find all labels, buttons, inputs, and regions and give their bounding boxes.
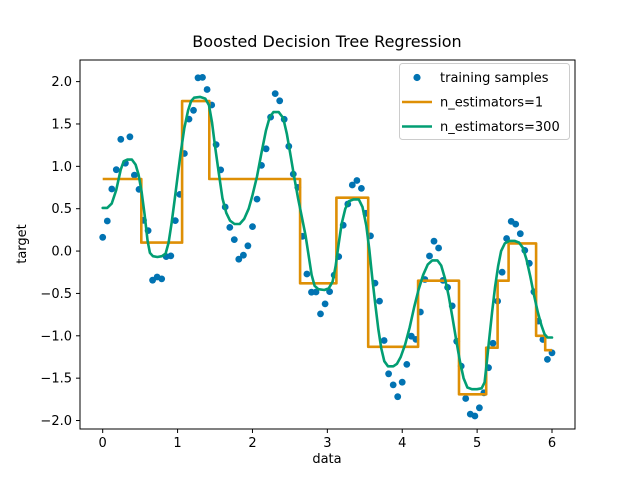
scatter-point xyxy=(516,230,524,238)
scatter-point xyxy=(190,106,197,114)
scatter-point xyxy=(276,97,284,105)
scatter-point xyxy=(108,185,116,193)
y-tick-label: 0.5 xyxy=(51,202,72,217)
x-tick-label: 0 xyxy=(99,436,107,451)
y-tick-label: −1.0 xyxy=(40,329,72,344)
scatter-point xyxy=(544,356,551,363)
scatter-point xyxy=(398,378,406,386)
scatter-point xyxy=(358,185,365,192)
legend-label-n-estimators-1: n_estimators=1 xyxy=(440,96,543,111)
scatter-point xyxy=(317,310,324,318)
scatter-point xyxy=(394,393,402,401)
scatter-point xyxy=(389,381,397,389)
scatter-point xyxy=(348,181,356,189)
y-axis-label: target xyxy=(15,224,30,264)
scatter-point xyxy=(103,217,111,225)
x-tick-label: 4 xyxy=(398,436,406,451)
scatter-point xyxy=(380,337,388,344)
y-tick-label: 0.0 xyxy=(51,245,72,260)
axes-frame xyxy=(79,59,576,430)
scatter-point xyxy=(171,217,179,225)
scatter-point xyxy=(498,268,506,276)
y-tick-label: −2.0 xyxy=(40,414,72,429)
scatter-point xyxy=(167,252,175,260)
y-axis-ticks: 2.0 1.5 1.0 0.5 0.0 −0.5 −1.0 −1.5 −2.0 xyxy=(40,75,80,429)
x-axis-ticks: 0 1 2 3 4 5 6 xyxy=(99,429,556,451)
y-tick-label: −0.5 xyxy=(40,287,72,302)
y-tick-label: −1.5 xyxy=(40,372,72,387)
y-tick-label: 2.0 xyxy=(51,75,72,90)
legend-marker-training-samples xyxy=(413,73,421,82)
scatter-point xyxy=(249,223,256,231)
chart-title: Boosted Decision Tree Regression xyxy=(192,32,461,51)
scatter-point xyxy=(99,233,107,241)
x-tick-label: 3 xyxy=(323,436,331,451)
scatter-point xyxy=(471,412,479,420)
scatter-point xyxy=(226,224,234,231)
scatter-point xyxy=(112,166,120,174)
scatter-point xyxy=(253,195,261,203)
x-tick-label: 5 xyxy=(473,436,481,451)
x-tick-label: 1 xyxy=(173,436,181,451)
legend-label-training-samples: training samples xyxy=(440,71,549,86)
scatter-point xyxy=(353,177,361,184)
scatter-point xyxy=(117,135,125,143)
x-axis-label: data xyxy=(312,452,341,467)
y-tick-label: 1.5 xyxy=(51,117,72,132)
scatter-point xyxy=(312,288,320,296)
scatter-point xyxy=(158,275,166,283)
scatter-point xyxy=(230,236,238,244)
y-tick-label: 1.0 xyxy=(51,160,72,175)
scatter-point xyxy=(271,90,279,97)
scatter-point xyxy=(262,145,270,153)
scatter-point xyxy=(489,339,497,347)
scatter-point xyxy=(426,252,433,260)
scatter-point xyxy=(462,395,470,402)
scatter-point xyxy=(430,237,438,245)
legend-frame xyxy=(399,63,570,140)
legend: training samples n_estimators=1 n_estima… xyxy=(399,63,570,140)
scatter-point xyxy=(244,242,252,250)
scatter-point xyxy=(240,251,247,259)
scatter-point xyxy=(435,244,442,252)
x-tick-label: 6 xyxy=(548,436,556,451)
scatter-point xyxy=(476,404,483,412)
scatter-point xyxy=(303,270,311,278)
legend-label-n-estimators-300: n_estimators=300 xyxy=(440,120,560,135)
scatter-point xyxy=(321,300,329,308)
line-n-estimators-1 xyxy=(102,99,552,396)
scatter-point xyxy=(403,361,411,368)
scatter-point xyxy=(235,255,243,263)
scatter-point xyxy=(199,74,206,81)
scatter-point xyxy=(376,297,383,305)
scatter-point xyxy=(385,370,392,378)
scatter-point xyxy=(512,220,520,228)
line-n-estimators-300 xyxy=(101,95,554,391)
scatter-point xyxy=(126,133,134,141)
scatter-point xyxy=(131,171,138,179)
scatter-point xyxy=(203,86,211,93)
x-tick-label: 2 xyxy=(248,436,256,451)
